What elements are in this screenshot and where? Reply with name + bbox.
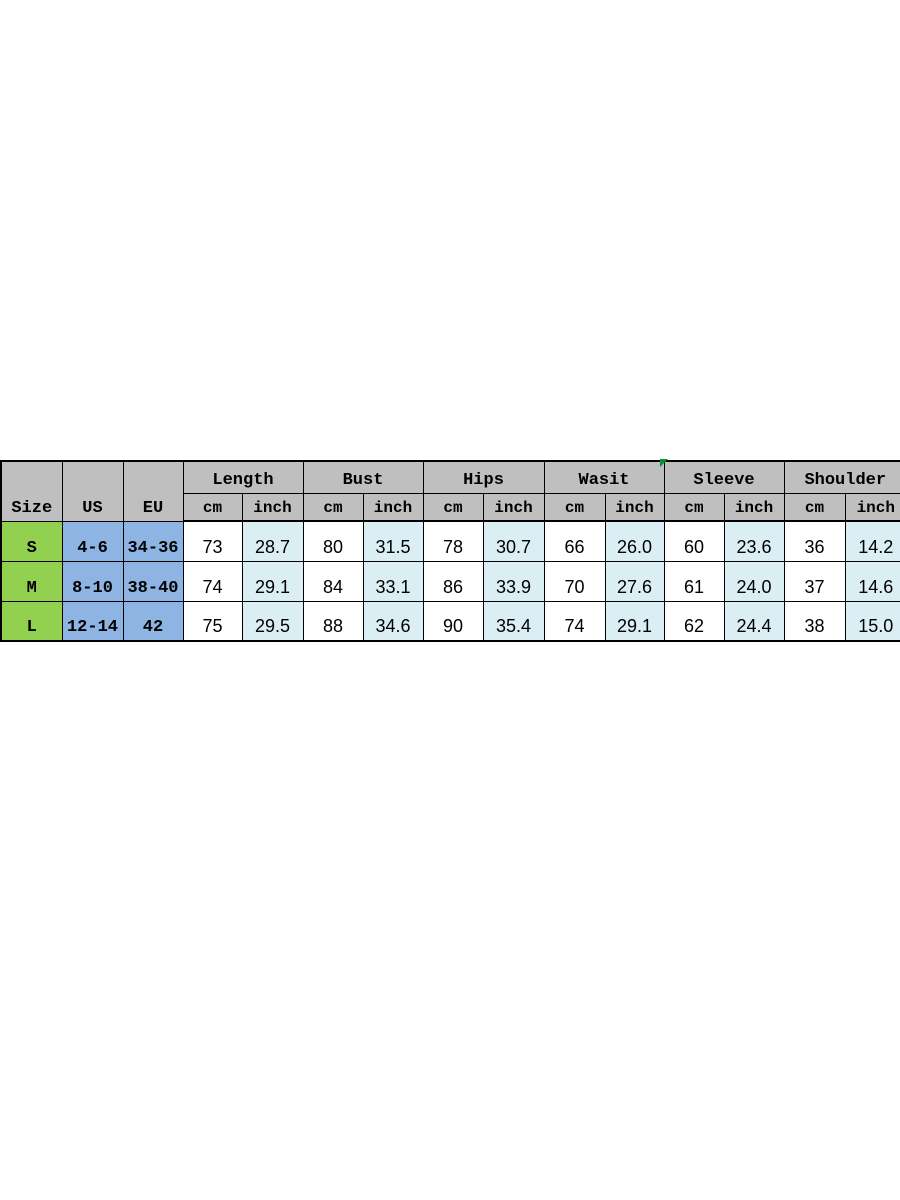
bust-inch-value: 33.1	[362, 560, 424, 602]
wasit-inch-value: 26.0	[604, 520, 665, 562]
wasit-cm-value: 70	[543, 560, 606, 602]
bust-inch-value: 31.5	[362, 520, 424, 562]
bust-inch-value: 34.6	[362, 600, 424, 642]
size-value: L	[0, 600, 63, 642]
sleeve-inch-value: 24.4	[723, 600, 785, 642]
unit-header-hips-inch: inch	[482, 492, 545, 522]
col-header-size: Size	[0, 460, 63, 522]
header-group-row: Size US EU Length Bust Hips Wasit Sleeve…	[0, 460, 900, 522]
col-header-eu: EU	[122, 460, 184, 522]
shoulder-cm-value: 36	[783, 520, 846, 562]
unit-header-wasit-inch: inch	[604, 492, 665, 522]
group-header-shoulder: Shoulder	[783, 460, 900, 494]
shoulder-cm-value: 38	[783, 600, 846, 642]
wasit-cm-value: 66	[543, 520, 606, 562]
us-value: 4-6	[61, 520, 124, 562]
unit-header-length-cm: cm	[182, 492, 243, 522]
size-chart-table: Size US EU Length Bust Hips Wasit Sleeve…	[0, 460, 900, 642]
hips-inch-value: 33.9	[482, 560, 545, 602]
length-cm-value: 75	[182, 600, 243, 642]
shoulder-inch-value: 14.2	[844, 520, 900, 562]
unit-header-sleeve-inch: inch	[723, 492, 785, 522]
us-value: 8-10	[61, 560, 124, 602]
wasit-inch-value: 27.6	[604, 560, 665, 602]
us-value: 12-14	[61, 600, 124, 642]
sleeve-cm-value: 60	[663, 520, 725, 562]
unit-header-shoulder-inch: inch	[844, 492, 900, 522]
group-header-hips: Hips	[422, 460, 545, 494]
group-header-sleeve: Sleeve	[663, 460, 785, 494]
length-cm-value: 74	[182, 560, 243, 602]
size-value: S	[0, 520, 63, 562]
col-header-us: US	[61, 460, 124, 522]
shoulder-cm-value: 37	[783, 560, 846, 602]
sleeve-inch-value: 23.6	[723, 520, 785, 562]
unit-header-bust-cm: cm	[302, 492, 364, 522]
green-flag-marker	[660, 459, 668, 467]
sleeve-cm-value: 62	[663, 600, 725, 642]
sleeve-inch-value: 24.0	[723, 560, 785, 602]
wasit-inch-value: 29.1	[604, 600, 665, 642]
size-value: M	[0, 560, 63, 602]
bust-cm-value: 80	[302, 520, 364, 562]
shoulder-inch-value: 14.6	[844, 560, 900, 602]
group-header-bust: Bust	[302, 460, 424, 494]
length-inch-value: 29.1	[241, 560, 304, 602]
shoulder-inch-value: 15.0	[844, 600, 900, 642]
table-row-l: L 12-14 42 75 29.5 88 34.6 90 35.4 74 29…	[0, 600, 900, 642]
group-header-length: Length	[182, 460, 304, 494]
length-cm-value: 73	[182, 520, 243, 562]
bust-cm-value: 84	[302, 560, 364, 602]
table-row-m: M 8-10 38-40 74 29.1 84 33.1 86 33.9 70 …	[0, 560, 900, 602]
hips-inch-value: 35.4	[482, 600, 545, 642]
hips-cm-value: 90	[422, 600, 484, 642]
unit-header-bust-inch: inch	[362, 492, 424, 522]
eu-value: 34-36	[122, 520, 184, 562]
unit-header-length-inch: inch	[241, 492, 304, 522]
length-inch-value: 28.7	[241, 520, 304, 562]
sleeve-cm-value: 61	[663, 560, 725, 602]
header-units-row: cm inch cm inch cm inch cm inch cm inch …	[1, 492, 900, 522]
bust-cm-value: 88	[302, 600, 364, 642]
hips-cm-value: 86	[422, 560, 484, 602]
length-inch-value: 29.5	[241, 600, 304, 642]
hips-cm-value: 78	[422, 520, 484, 562]
unit-header-sleeve-cm: cm	[663, 492, 725, 522]
group-header-wasit: Wasit	[543, 460, 665, 494]
unit-header-hips-cm: cm	[422, 492, 484, 522]
unit-header-wasit-cm: cm	[543, 492, 606, 522]
table-row-s: S 4-6 34-36 73 28.7 80 31.5 78 30.7 66 2…	[0, 520, 900, 562]
unit-header-shoulder-cm: cm	[783, 492, 846, 522]
wasit-cm-value: 74	[543, 600, 606, 642]
eu-value: 38-40	[122, 560, 184, 602]
hips-inch-value: 30.7	[482, 520, 545, 562]
eu-value: 42	[122, 600, 184, 642]
